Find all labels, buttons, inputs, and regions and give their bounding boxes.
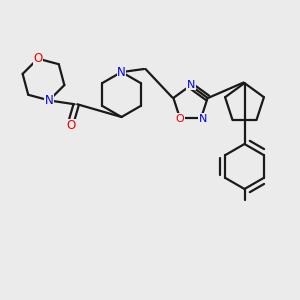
- Text: O: O: [66, 119, 75, 132]
- Text: N: N: [45, 94, 53, 107]
- Text: O: O: [176, 114, 184, 124]
- Text: N: N: [198, 114, 207, 124]
- Text: N: N: [187, 80, 195, 90]
- Text: O: O: [33, 52, 43, 65]
- Text: N: N: [117, 65, 126, 79]
